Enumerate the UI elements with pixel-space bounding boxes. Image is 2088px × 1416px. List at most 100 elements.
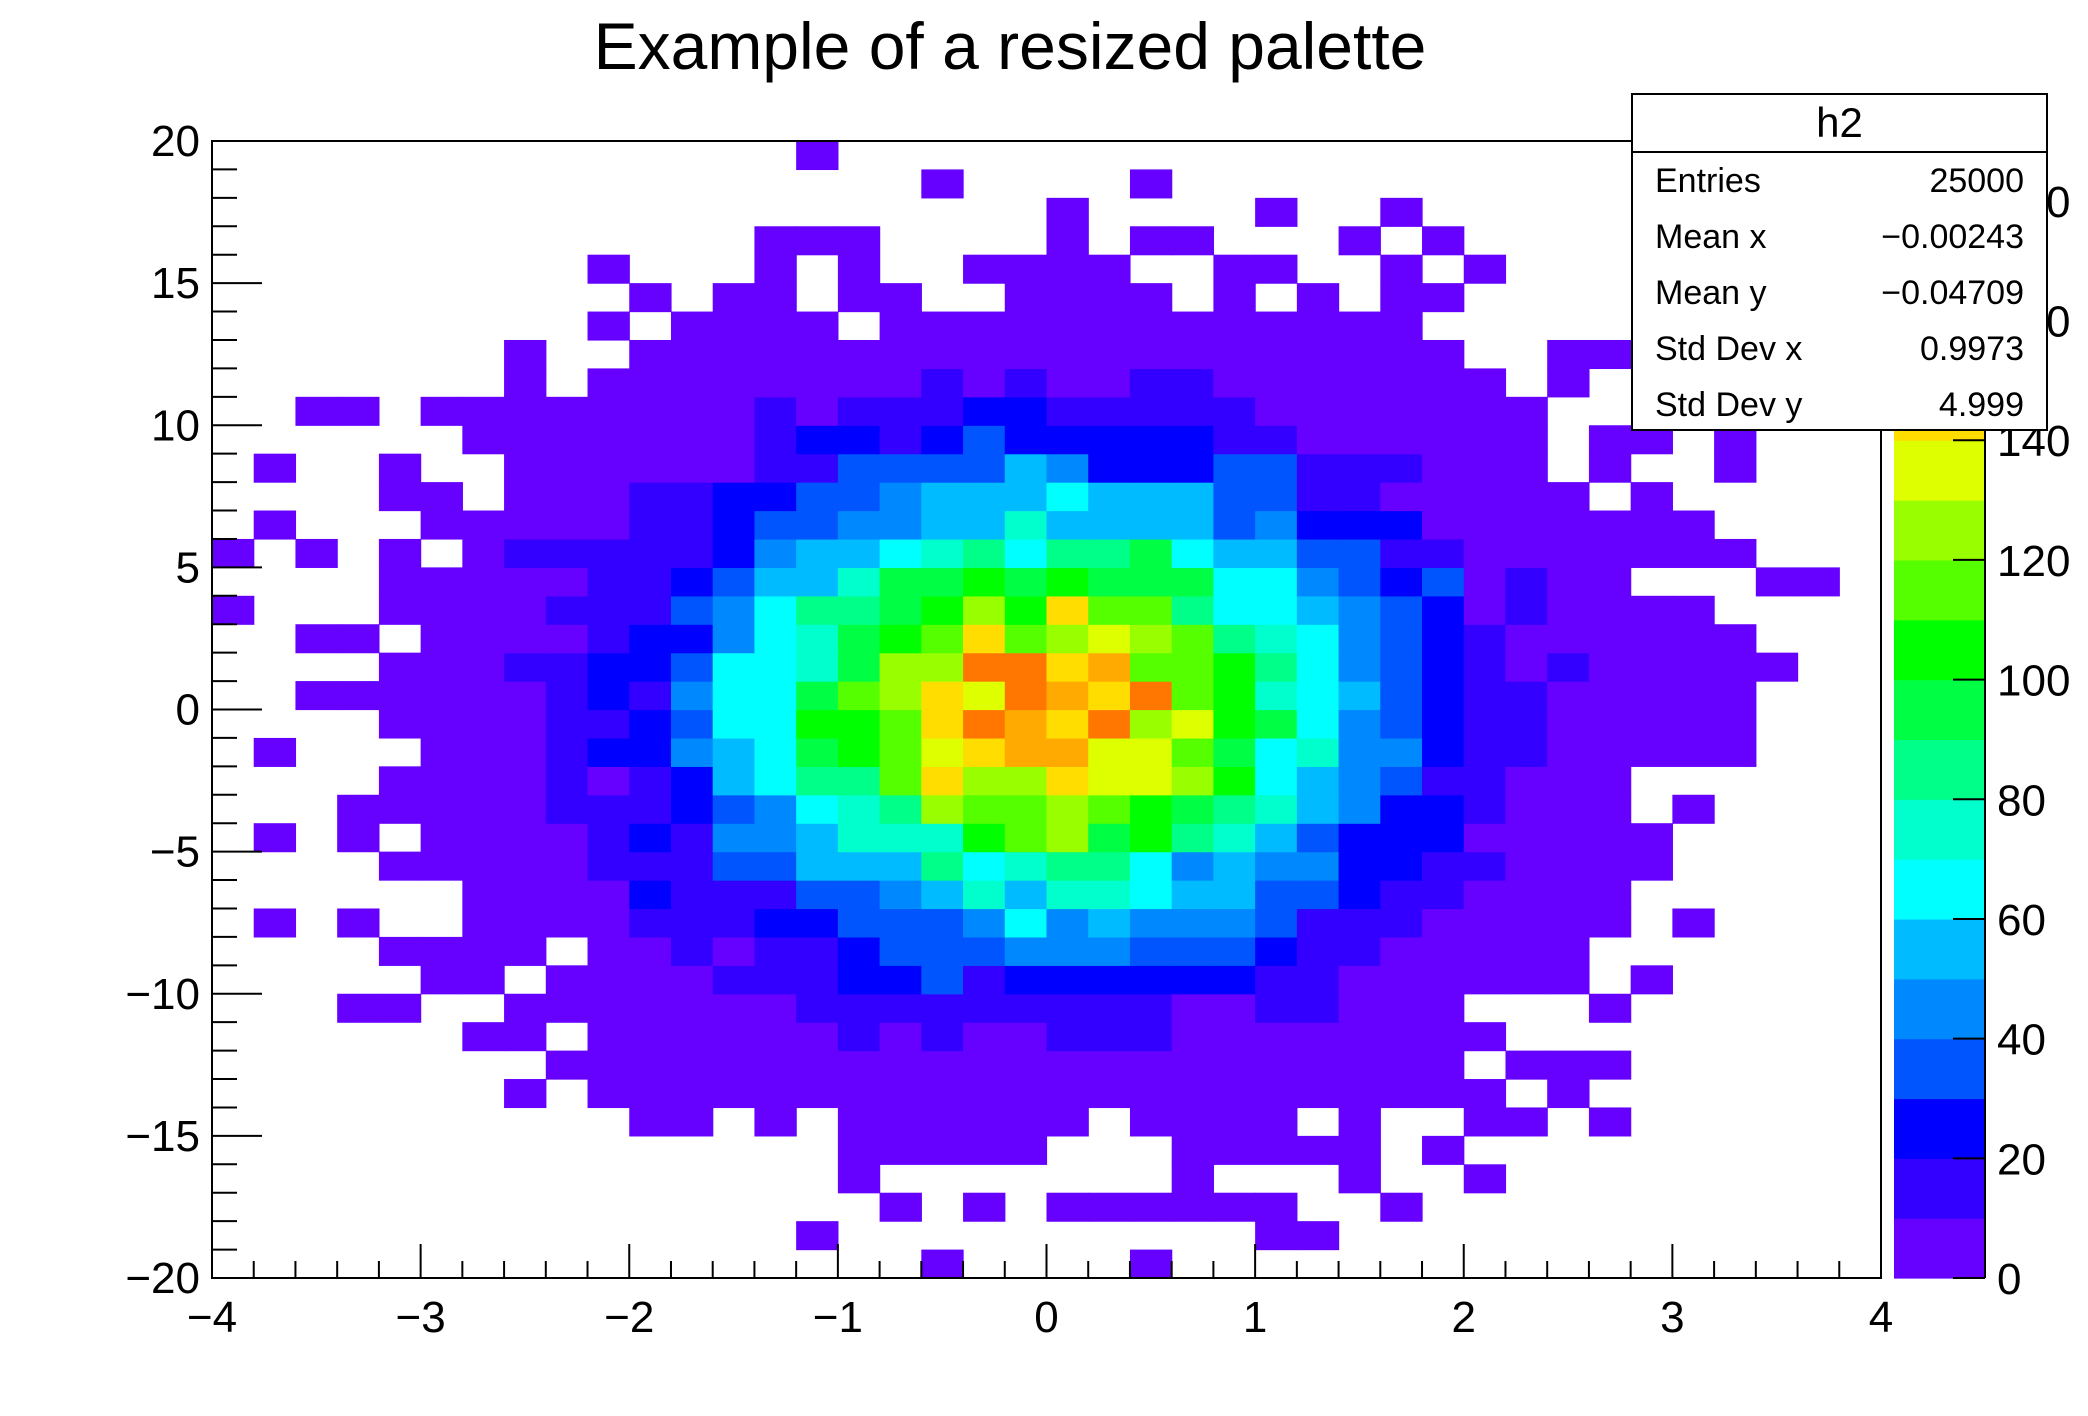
heatmap-cell [921,908,964,938]
palette-swatch [1894,440,1985,501]
heatmap-cell [754,538,797,568]
heatmap-cell [1380,1050,1423,1080]
heatmap-cell [1547,908,1590,938]
heatmap-cell [1338,880,1381,910]
heatmap-cell [1422,482,1465,512]
heatmap-cell [629,339,672,370]
heatmap-cell [1213,482,1256,512]
heatmap-cell [420,652,463,682]
heatmap-cell [1296,283,1340,313]
heatmap-cell [1422,880,1465,910]
heatmap-cell [1714,681,1757,711]
heatmap-cell [796,766,839,796]
heatmap-cell [963,595,1006,625]
heatmap-cell [879,908,922,938]
heatmap-cell [587,595,630,625]
heatmap-cell [587,624,630,654]
heatmap-cell [879,595,922,625]
heatmap-cell [504,936,547,966]
heatmap-cell [1296,766,1340,796]
heatmap-cell [1129,538,1173,568]
heatmap-cell [1255,197,1298,227]
heatmap-cell [1505,1107,1548,1137]
heatmap-cell [796,1221,839,1251]
heatmap-cells [212,141,1840,1279]
heatmap-cell [253,453,297,483]
palette-tick-label: 20 [1997,1135,2046,1184]
heatmap-cell [295,396,338,426]
heatmap-cell [1255,823,1298,853]
heatmap-cell [712,396,756,426]
heatmap-cell [879,1022,922,1052]
heatmap-cell [545,681,589,711]
heatmap-cell [754,396,797,426]
heatmap-cell [670,538,714,568]
heatmap-cell [712,880,756,910]
heatmap-cell [712,425,756,455]
heatmap-cell [504,652,547,682]
heatmap-cell [1463,538,1507,568]
heatmap-cell [1422,368,1465,398]
stats-box: h2 Entries 25000 Mean x −0.00243 Mean y … [1631,93,2048,431]
heatmap-cell [712,652,756,682]
heatmap-cell [504,339,547,370]
heatmap-cell [1588,737,1632,767]
heatmap-cell [1338,510,1381,540]
heatmap-cell [837,681,881,711]
heatmap-cell [1129,283,1173,313]
heatmap-cell [754,652,797,682]
heatmap-cell [1296,993,1340,1023]
heatmap-cell [504,737,547,767]
heatmap-cell [879,851,922,881]
heatmap-cell [712,965,756,995]
heatmap-cell [1171,766,1215,796]
heatmap-cell [1046,993,1089,1023]
heatmap-cell [1380,965,1423,995]
heatmap-cell [1004,681,1048,711]
heatmap-cell [1004,936,1048,966]
heatmap-cell [462,965,505,995]
heatmap-cell [462,624,505,654]
heatmap-cell [545,794,589,824]
heatmap-cell [587,880,630,910]
heatmap-cell [1672,709,1715,739]
heatmap-cell [1380,197,1423,227]
heatmap-cell [1588,823,1632,853]
heatmap-cell [587,510,630,540]
heatmap-cell [629,624,672,654]
heatmap-cell [629,1022,672,1052]
heatmap-cell [879,425,922,455]
heatmap-cell [1088,624,1131,654]
heatmap-cell [1129,169,1173,199]
heatmap-cell [1004,1022,1048,1052]
heatmap-cell [1046,311,1089,341]
heatmap-cell [963,1050,1006,1080]
heatmap-cell [1171,226,1215,256]
heatmap-cell [1714,624,1757,654]
heatmap-cell [587,965,630,995]
heatmap-cell [1046,1022,1089,1052]
heatmap-cell [1129,908,1173,938]
heatmap-cell [1505,908,1548,938]
y-tick-label: −15 [125,1112,200,1161]
heatmap-cell [504,851,547,881]
heatmap-cell [1547,482,1590,512]
heatmap-cell [1547,936,1590,966]
heatmap-cell [1547,823,1590,853]
stats-row-entries: Entries 25000 [1633,153,2046,209]
heatmap-cell [629,936,672,966]
heatmap-cell [1422,283,1465,313]
heatmap-cell [1505,482,1548,512]
heatmap-cell [1630,624,1673,654]
heatmap-cell [1296,794,1340,824]
heatmap-cell [963,368,1006,398]
heatmap-cell [1129,1022,1173,1052]
heatmap-cell [629,794,672,824]
heatmap-cell [837,709,881,739]
heatmap-cell [837,1050,881,1080]
heatmap-cell [670,567,714,597]
heatmap-cell [1296,652,1340,682]
heatmap-cell [1505,425,1548,455]
heatmap-cell [1296,681,1340,711]
heatmap-cell [545,567,589,597]
